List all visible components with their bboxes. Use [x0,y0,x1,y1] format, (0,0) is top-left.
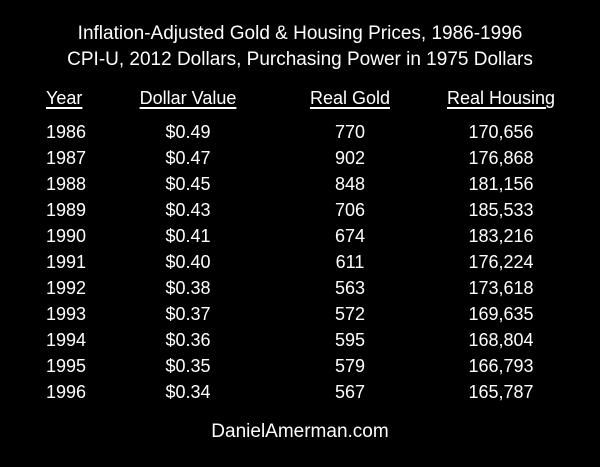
column-header-real-housing: Real Housing [446,88,556,108]
chart-title: Inflation-Adjusted Gold & Housing Prices… [77,23,523,44]
table-row: 1987 $0.47 902 176,868 [30,145,576,171]
real-gold-cell: 563 [334,278,366,298]
real-housing-cell: 169,635 [468,304,534,324]
real-gold-cell: 595 [334,330,366,350]
table-row: 1989 $0.43 706 185,533 [30,197,576,223]
dollar-value-cell: $0.41 [165,226,211,246]
table-row: 1992 $0.38 563 173,618 [30,275,576,301]
year-cell: 1991 [46,252,87,272]
real-gold-cell: 579 [334,356,366,376]
real-housing-cell: 166,793 [468,356,534,376]
table-row: 1995 $0.35 579 166,793 [30,353,576,379]
table-body: 1986 $0.49 770 170,656 1987 $0.47 902 176,868 19… [30,113,576,405]
real-housing-cell: 173,618 [468,278,534,298]
dollar-value-cell: $0.37 [165,304,211,324]
real-housing-cell: 165,787 [468,382,534,402]
year-cell: 1988 [46,174,87,194]
year-cell: 1993 [46,304,87,324]
chart-subtitle: CPI-U, 2012 Dollars, Purchasing Power in… [67,49,533,70]
dollar-value-cell: $0.49 [165,122,211,142]
table-row: 1993 $0.37 572 169,635 [30,301,576,327]
year-cell: 1986 [46,122,87,142]
real-gold-cell: 848 [334,174,366,194]
real-gold-cell: 706 [334,200,366,220]
real-gold-cell: 611 [335,252,365,272]
table-row: 1990 $0.41 674 183,216 [30,223,576,249]
dollar-value-cell: $0.36 [165,330,211,350]
real-housing-cell: 168,804 [468,330,534,350]
year-cell: 1990 [46,226,87,246]
year-cell: 1992 [46,278,87,298]
year-cell: 1987 [46,148,87,168]
source-credit: DanielAmerman.com [211,421,389,442]
table-row: 1991 $0.40 611 176,224 [30,249,576,275]
year-cell: 1989 [46,200,87,220]
real-housing-cell: 181,156 [468,174,534,194]
data-table: Year Dollar Value Real Gold Real Housing… [30,86,576,405]
real-housing-cell: 176,224 [468,252,534,272]
real-housing-cell: 183,216 [468,226,534,246]
dollar-value-cell: $0.40 [165,252,211,272]
column-header-year: Year [46,88,83,108]
real-gold-cell: 902 [334,148,366,168]
year-cell: 1996 [46,382,87,402]
header-row: Year Dollar Value Real Gold Real Housing [30,86,576,113]
dollar-value-cell: $0.43 [165,200,211,220]
real-gold-cell: 770 [334,122,366,142]
dollar-value-cell: $0.47 [165,148,211,168]
column-header-dollar-value: Dollar Value [139,88,237,108]
table-row: 1994 $0.36 595 168,804 [30,327,576,353]
table-row: 1986 $0.49 770 170,656 [30,113,576,145]
real-gold-cell: 567 [334,382,366,402]
dollar-value-cell: $0.35 [165,356,211,376]
column-header-real-gold: Real Gold [309,88,391,108]
table-row: 1988 $0.45 848 181,156 [30,171,576,197]
real-gold-cell: 572 [334,304,366,324]
table-row: 1996 $0.34 567 165,787 [30,379,576,405]
real-housing-cell: 185,533 [468,200,534,220]
dollar-value-cell: $0.34 [165,382,211,402]
dollar-value-cell: $0.38 [165,278,211,298]
real-housing-cell: 170,656 [468,122,534,142]
year-cell: 1994 [46,330,87,350]
real-housing-cell: 176,868 [468,148,534,168]
real-gold-cell: 674 [334,226,366,246]
dollar-value-cell: $0.45 [165,174,211,194]
year-cell: 1995 [46,356,87,376]
